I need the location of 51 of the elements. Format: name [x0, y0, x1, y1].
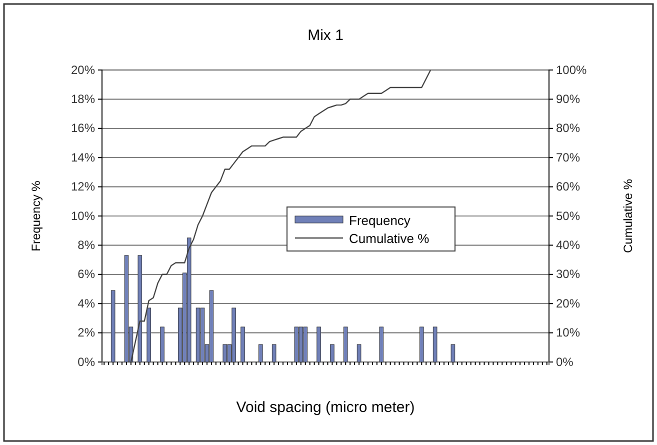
bar — [222, 344, 228, 362]
bar — [160, 326, 164, 362]
bar — [330, 344, 334, 362]
bar — [196, 308, 200, 362]
bar — [379, 326, 384, 362]
y-axis-title: Frequency % — [29, 180, 43, 252]
y2-tick-label: 80% — [556, 121, 580, 136]
chart-title: Mix 1 — [308, 27, 344, 44]
y-tick-label: 2% — [78, 326, 96, 340]
y2-tick-label: 70% — [556, 150, 580, 164]
bar — [146, 308, 151, 362]
y-tick-label: 12% — [70, 180, 96, 194]
bar — [110, 290, 116, 362]
bar — [294, 326, 299, 362]
y-tick-label: 14% — [70, 150, 96, 164]
bar — [420, 326, 424, 362]
bar — [450, 344, 456, 362]
y-tick-label: 6% — [78, 267, 96, 282]
bar — [356, 344, 362, 362]
bar — [432, 326, 438, 362]
legend-label: Frequency — [349, 213, 411, 228]
y-tick-label: 18% — [70, 92, 96, 106]
y-tick-label: 10% — [70, 208, 96, 223]
bar — [343, 326, 348, 362]
bar — [240, 326, 245, 362]
y-tick-label: 20% — [70, 62, 96, 77]
bar — [124, 255, 129, 362]
y-tick-label: 4% — [78, 296, 96, 310]
bar — [209, 290, 214, 362]
bar — [272, 344, 276, 362]
y-tick-label: 0% — [78, 354, 96, 369]
y2-tick-label: 40% — [556, 238, 580, 252]
bar — [186, 238, 192, 362]
bar — [138, 255, 142, 362]
y2-tick-label: 100% — [556, 62, 588, 77]
y2-axis-title: Cumulative % — [621, 178, 635, 254]
y2-tick-label: 60% — [556, 180, 580, 194]
line-series — [130, 69, 432, 363]
y2-tick-label: 20% — [556, 296, 580, 310]
legend-label: Cumulative % — [349, 231, 430, 246]
y2-tick-label: 50% — [556, 208, 580, 223]
y-tick-label: 16% — [70, 121, 96, 136]
y2-tick-label: 90% — [556, 92, 580, 106]
bar — [200, 308, 205, 362]
bar — [258, 344, 263, 362]
y2-tick-label: 10% — [556, 326, 580, 340]
x-axis-title: Void spacing (micro meter) — [236, 399, 415, 416]
bar — [316, 326, 321, 362]
y2-tick-label: 30% — [556, 267, 580, 282]
y-tick-label: 8% — [78, 238, 96, 252]
y2-tick-label: 0% — [556, 354, 574, 369]
